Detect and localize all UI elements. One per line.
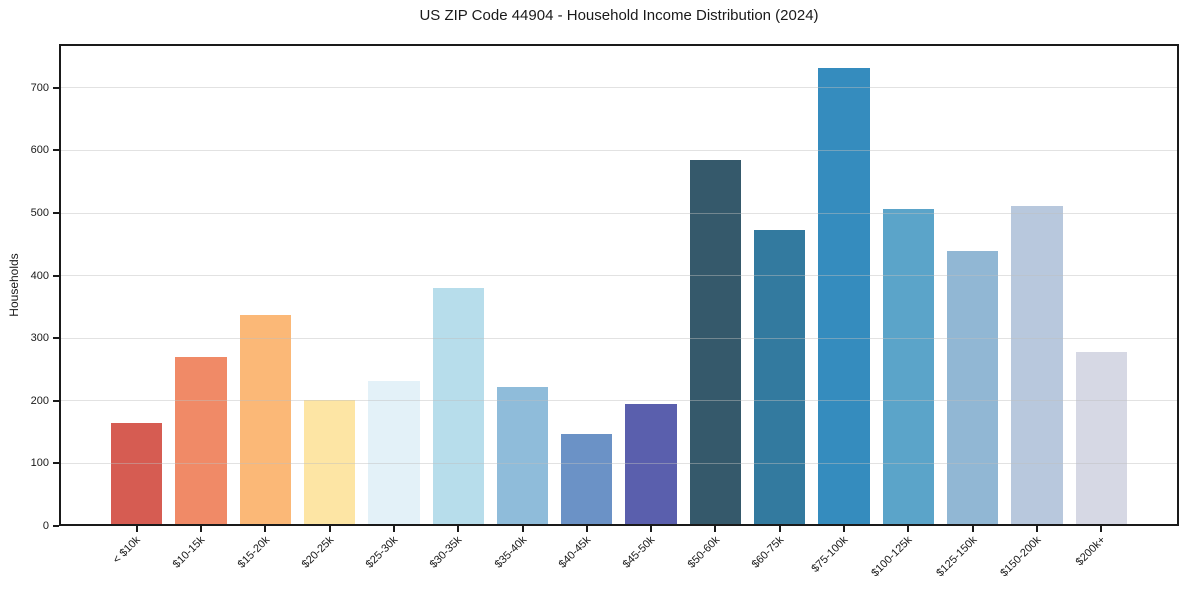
bar [1011, 206, 1063, 526]
y-tick-mark [53, 86, 59, 89]
x-tick-mark [135, 526, 138, 532]
x-tick-label: $15-20k [235, 534, 272, 571]
gridline [59, 275, 1179, 277]
x-tick-label: $75-100k [809, 534, 851, 575]
bar [496, 387, 549, 526]
bar [111, 422, 163, 526]
y-tick-label: 300 [30, 332, 49, 345]
gridline [59, 87, 1179, 89]
y-tick-label: 700 [30, 81, 49, 94]
bar [818, 67, 870, 526]
x-tick-mark [907, 526, 910, 532]
x-tick-label: $60-75k [749, 534, 787, 571]
x-tick-mark [971, 526, 974, 532]
x-tick-label: $125-150k [933, 534, 980, 580]
x-tick-label: < $10k [111, 534, 144, 567]
y-tick-mark [53, 337, 59, 340]
bar [754, 229, 806, 526]
x-tick-label: $20-25k [299, 534, 337, 571]
gridline [59, 212, 1179, 214]
x-tick-mark [778, 526, 781, 532]
y-tick-label: 100 [30, 457, 49, 470]
x-tick-mark [200, 526, 202, 532]
bar [368, 380, 420, 526]
x-tick-mark [1035, 526, 1038, 532]
x-tick-mark [714, 526, 717, 532]
x-tick-label: $25-30k [363, 534, 401, 571]
bar [561, 433, 613, 526]
x-tick-mark [585, 526, 588, 532]
bar [432, 288, 484, 526]
x-tick-mark [457, 526, 460, 532]
x-tick-label: $50-60k [685, 534, 722, 571]
y-tick-label: 500 [30, 207, 49, 219]
y-tick-mark [53, 399, 59, 402]
y-tick-label: 200 [30, 394, 49, 407]
bar [239, 315, 291, 526]
plot-area [59, 44, 1179, 526]
bar [946, 250, 999, 526]
x-tick-label: $45-50k [620, 534, 658, 571]
gridline [59, 337, 1179, 339]
x-tick-label: $10-15k [170, 534, 208, 571]
gridline [59, 149, 1179, 151]
y-tick-mark [53, 274, 59, 277]
chart-title: US ZIP Code 44904 - Household Income Dis… [419, 7, 819, 24]
y-tick-label: 400 [30, 269, 49, 282]
y-tick-mark [53, 462, 59, 465]
y-tick-label: 600 [30, 144, 49, 157]
x-tick-label: $30-35k [428, 534, 465, 571]
bar [175, 357, 227, 526]
x-tick-label: $200k+ [1073, 534, 1108, 569]
x-tick-mark [392, 526, 395, 532]
x-tick-label: $35-40k [492, 534, 529, 571]
gridline [59, 400, 1179, 402]
x-tick-label: $150-200k [998, 534, 1044, 580]
x-tick-mark [264, 526, 267, 532]
x-tick-label: $100-125k [869, 534, 915, 580]
bar [689, 160, 742, 526]
x-tick-mark [328, 526, 331, 532]
bar [625, 403, 677, 526]
y-tick-mark [53, 212, 59, 214]
y-tick-mark [53, 149, 59, 152]
x-tick-mark [650, 526, 653, 532]
x-tick-mark [521, 526, 524, 532]
x-tick-label: $40-45k [556, 534, 594, 571]
bar [882, 209, 934, 526]
bar [1075, 351, 1127, 526]
bar [303, 400, 356, 526]
y-tick-mark [53, 525, 59, 527]
gridline [59, 462, 1179, 464]
x-tick-mark [843, 526, 845, 532]
x-tick-mark [1100, 526, 1103, 532]
y-axis-label: Households [7, 253, 21, 317]
y-tick-label: 0 [42, 520, 49, 532]
